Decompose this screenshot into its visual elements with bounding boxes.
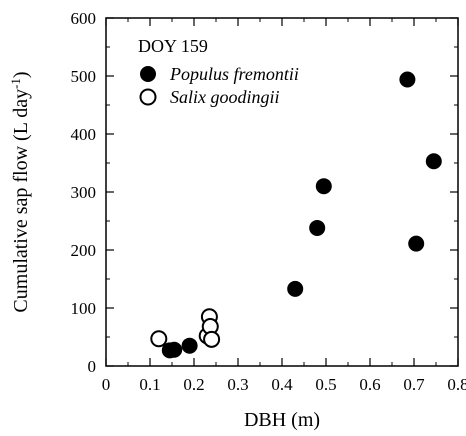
point-populus [425, 153, 442, 170]
x-tick-label: 0.4 [271, 375, 293, 394]
point-populus [399, 71, 416, 88]
point-populus [315, 178, 332, 195]
legend-label-populus: Populus fremontii [169, 64, 299, 84]
y-tick-label: 400 [71, 125, 97, 144]
point-populus [408, 235, 425, 252]
legend-marker-salix [139, 88, 157, 106]
legend-label-salix: Salix goodingii [170, 87, 280, 107]
legend-marker-populus [140, 66, 156, 82]
x-tick-label: 0.1 [139, 375, 160, 394]
y-tick-label: 200 [71, 241, 97, 260]
y-axis-title-main: Cumulative sap flow (L day [10, 89, 32, 313]
point-populus [166, 341, 183, 358]
x-axis-title: DBH (m) [244, 409, 320, 431]
x-tick-label: 0.5 [315, 375, 336, 394]
axis-ticks [105, 17, 459, 367]
x-tick-label: 0.2 [183, 375, 204, 394]
legend-title: DOY 159 [138, 36, 208, 56]
x-tick-label: 0.7 [403, 375, 425, 394]
x-tick-label: 0 [102, 375, 111, 394]
y-axis-title-superscript: -1 [8, 78, 23, 89]
point-salix [203, 330, 221, 348]
y-axis-title: Cumulative sap flow (L day-1) [8, 71, 32, 312]
x-tick-label: 0.6 [359, 375, 380, 394]
point-salix [150, 330, 168, 348]
y-tick-label: 600 [71, 9, 97, 28]
legend: DOY 159 Populus fremontii Salix goodingi… [138, 36, 299, 107]
y-tick-label: 500 [71, 67, 97, 86]
axis-tick-labels: 0 0.1 0.2 0.3 0.4 0.5 0.6 0.7 0.8 0 100 200 300 400 50… [71, 9, 466, 394]
point-populus [181, 337, 198, 354]
point-populus [309, 219, 326, 236]
point-populus [287, 280, 304, 297]
x-tick-label: 0.8 [447, 375, 466, 394]
y-axis-title-close: ) [10, 71, 32, 78]
y-tick-label: 100 [71, 299, 97, 318]
data-points [150, 71, 442, 359]
y-tick-label: 300 [71, 183, 97, 202]
x-tick-label: 0.3 [227, 375, 248, 394]
y-tick-label: 0 [88, 357, 97, 376]
